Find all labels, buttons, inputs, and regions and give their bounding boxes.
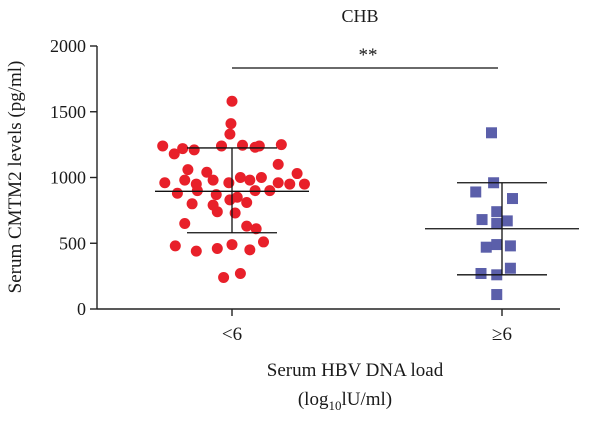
data-point bbox=[272, 158, 284, 170]
data-point bbox=[237, 139, 248, 151]
data-point bbox=[480, 241, 492, 253]
data-point bbox=[223, 177, 235, 189]
data-point bbox=[216, 140, 227, 152]
chart-title: CHB bbox=[341, 6, 378, 26]
data-point bbox=[470, 186, 482, 198]
data-point bbox=[191, 185, 203, 197]
data-point bbox=[179, 174, 191, 186]
x-tick-label: <6 bbox=[222, 324, 242, 345]
y-tick-label: 0 bbox=[77, 299, 86, 319]
y-tick-label: 1500 bbox=[50, 102, 86, 122]
data-point bbox=[179, 218, 191, 230]
data-point bbox=[234, 172, 246, 183]
unit-suffix: lU/ml) bbox=[341, 389, 392, 410]
data-point bbox=[475, 267, 487, 279]
data-point bbox=[491, 289, 503, 301]
data-point bbox=[186, 198, 198, 210]
data-point bbox=[159, 177, 171, 189]
data-point bbox=[190, 245, 202, 257]
data-point bbox=[486, 127, 497, 139]
data-point bbox=[157, 140, 169, 152]
data-point bbox=[507, 193, 518, 205]
error-bars bbox=[155, 147, 579, 276]
data-point bbox=[225, 118, 237, 130]
data-point bbox=[218, 271, 230, 283]
x-tick-label: ≥6 bbox=[492, 324, 512, 345]
data-point bbox=[255, 172, 267, 183]
data-point bbox=[249, 141, 261, 153]
data-point bbox=[244, 174, 256, 186]
data-point bbox=[201, 166, 213, 178]
data-point bbox=[249, 185, 261, 197]
data-point bbox=[188, 144, 200, 156]
x-axis: <6 ≥6 bbox=[97, 308, 560, 345]
data-point bbox=[476, 214, 488, 226]
unit-prefix: (log bbox=[298, 389, 329, 410]
data-point bbox=[171, 187, 183, 199]
data-point bbox=[177, 143, 189, 155]
data-point bbox=[258, 236, 269, 248]
unit-subscript: 10 bbox=[328, 398, 341, 413]
data-point bbox=[264, 185, 276, 197]
data-point bbox=[272, 177, 284, 189]
data-point bbox=[491, 218, 503, 230]
y-axis-label: Serum CMTM2 levels (pg/ml) bbox=[5, 61, 26, 294]
data-point bbox=[168, 148, 180, 160]
data-point bbox=[241, 220, 253, 232]
y-tick-label: 1000 bbox=[50, 168, 86, 188]
data-points bbox=[157, 95, 518, 301]
data-point bbox=[226, 95, 238, 107]
data-point bbox=[284, 178, 296, 190]
data-point bbox=[244, 244, 256, 256]
y-tick-label: 2000 bbox=[50, 36, 86, 56]
data-point bbox=[234, 267, 246, 279]
data-point bbox=[491, 239, 503, 251]
data-point bbox=[207, 174, 219, 186]
data-point bbox=[298, 178, 310, 190]
data-point bbox=[182, 164, 194, 176]
data-point bbox=[211, 206, 223, 218]
data-point bbox=[226, 239, 238, 251]
significance-label: ** bbox=[359, 45, 378, 66]
x-axis-label: Serum HBV DNA load bbox=[267, 360, 444, 381]
y-axis: 0 500 1000 1500 2000 bbox=[50, 36, 98, 319]
data-point bbox=[241, 196, 253, 208]
data-point bbox=[224, 128, 236, 140]
data-point bbox=[169, 240, 181, 252]
data-point bbox=[250, 223, 262, 235]
x-axis-label-unit: (log10lU/ml) bbox=[298, 389, 392, 413]
data-point bbox=[501, 215, 513, 227]
data-point bbox=[275, 139, 287, 151]
data-point bbox=[504, 240, 516, 252]
data-point bbox=[211, 243, 223, 255]
data-point bbox=[291, 168, 303, 180]
data-point bbox=[224, 194, 236, 206]
y-tick-label: 500 bbox=[59, 233, 86, 253]
data-point bbox=[504, 262, 516, 274]
data-point bbox=[491, 206, 503, 218]
data-point bbox=[229, 207, 241, 219]
significance-bracket: ** bbox=[232, 45, 498, 69]
